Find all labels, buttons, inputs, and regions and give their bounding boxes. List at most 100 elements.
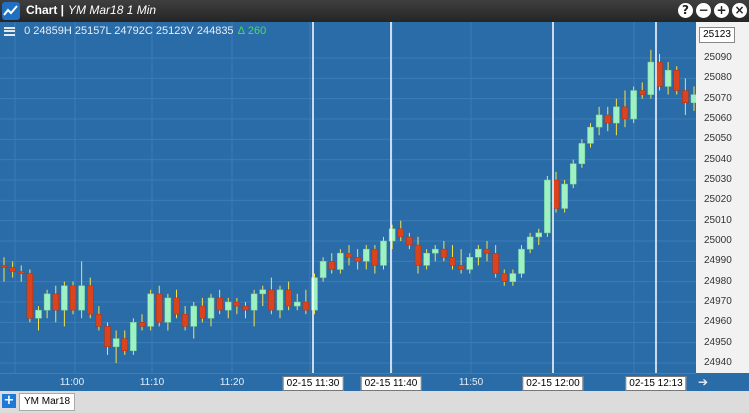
- candle-down: [216, 297, 223, 311]
- price-tick-label: 25000: [704, 235, 732, 246]
- candle-down: [682, 90, 689, 103]
- candle-up: [561, 183, 568, 209]
- legend-high: 24859H: [33, 25, 72, 37]
- candle-down: [233, 301, 241, 307]
- candle-up: [544, 179, 551, 234]
- window-titlebar: Chart | YM Mar18 1 Min ? − + ×: [0, 0, 749, 22]
- candle-up: [43, 293, 51, 311]
- close-button[interactable]: ×: [732, 3, 747, 18]
- candle-down: [440, 248, 448, 258]
- price-axis[interactable]: [696, 22, 749, 373]
- scroll-right-icon[interactable]: ➔: [698, 375, 709, 389]
- candle-up: [380, 240, 387, 266]
- candle-down: [199, 305, 206, 319]
- window-symbol: YM Mar18 1 Min: [68, 3, 157, 17]
- candle-up: [432, 248, 439, 254]
- time-tick-label: 11:00: [59, 377, 85, 388]
- candle-up: [225, 301, 232, 311]
- candle-down: [397, 228, 404, 238]
- candle-up: [690, 94, 696, 103]
- candle-down: [406, 236, 413, 246]
- candlestick-chart[interactable]: [0, 22, 696, 373]
- candle-down: [156, 293, 163, 323]
- legend-open: 0: [24, 25, 31, 37]
- minimize-button[interactable]: −: [696, 3, 711, 18]
- time-tick-label: 11:20: [219, 377, 245, 388]
- candle-down: [604, 114, 611, 124]
- legend-change-icon: Δ: [237, 25, 245, 37]
- candle-down: [449, 257, 456, 266]
- legend-volume: 25123V: [155, 25, 194, 37]
- candle-down: [414, 244, 422, 266]
- maximize-button[interactable]: +: [714, 3, 729, 18]
- candle-down: [673, 69, 680, 91]
- candle-down: [639, 90, 646, 95]
- candle-down: [9, 267, 16, 272]
- candle-down: [656, 61, 663, 87]
- candle-up: [526, 236, 534, 250]
- candle-up: [294, 301, 301, 307]
- candle-up: [164, 297, 172, 323]
- legend-close: 24792C: [114, 25, 153, 37]
- candle-down: [0, 265, 8, 268]
- candle-up: [630, 90, 637, 120]
- candle-down: [483, 248, 491, 254]
- candle-up: [61, 285, 68, 311]
- candle-up: [319, 261, 327, 278]
- price-tick-label: 25090: [704, 52, 732, 63]
- time-cursor-badge: 02-15 11:40: [360, 376, 422, 391]
- ohlc-legend: 0 24859H 25157L 24792C 25123V 244835 Δ 260: [4, 25, 266, 37]
- price-tick-label: 25040: [704, 153, 732, 165]
- time-axis[interactable]: [0, 373, 696, 392]
- candle-down: [371, 248, 379, 266]
- candle-down: [121, 338, 128, 352]
- candle-down: [69, 285, 77, 311]
- candle-up: [423, 252, 430, 266]
- candle-down: [104, 326, 111, 347]
- chart-app-icon: [2, 2, 20, 20]
- candle-up: [475, 248, 482, 258]
- price-tick-label: 25010: [704, 214, 732, 226]
- add-tab-button[interactable]: +: [2, 393, 16, 408]
- tab-ym-mar18[interactable]: YM Mar18: [19, 393, 76, 411]
- price-tick-label: 24950: [704, 336, 732, 348]
- candle-down: [173, 297, 180, 315]
- candle-up: [535, 232, 542, 238]
- candle-up: [250, 293, 258, 311]
- price-tick-label: 24960: [704, 316, 732, 328]
- legend-change: 260: [247, 25, 267, 37]
- candle-up: [35, 309, 42, 319]
- time-cursor-badge: 02-15 12:13: [625, 376, 687, 391]
- menu-icon[interactable]: [4, 26, 15, 36]
- candle-down: [621, 106, 629, 120]
- window-title: Chart | YM Mar18 1 Min: [26, 3, 157, 17]
- candle-up: [259, 289, 266, 295]
- candle-up: [509, 273, 517, 282]
- chart-plot-area[interactable]: [0, 22, 696, 373]
- price-tick-label: 25060: [704, 113, 732, 124]
- axis-corner: [696, 373, 749, 391]
- candle-up: [147, 293, 154, 327]
- candle-up: [578, 143, 586, 164]
- candle-down: [492, 252, 499, 274]
- help-button[interactable]: ?: [678, 3, 693, 18]
- candle-up: [570, 163, 577, 185]
- price-tick-label: 25020: [704, 194, 732, 206]
- tab-bar: + YM Mar18: [0, 391, 749, 413]
- price-tick-label: 24940: [704, 357, 732, 368]
- candle-down: [501, 273, 508, 282]
- candle-up: [587, 126, 594, 144]
- candle-down: [345, 252, 353, 258]
- time-cursor-badge: 02-15 12:00: [522, 376, 584, 391]
- candle-up: [130, 322, 137, 352]
- candle-up: [466, 257, 473, 270]
- candle-up: [518, 248, 525, 274]
- candle-up: [388, 228, 396, 242]
- candle-up: [78, 285, 85, 311]
- candle-down: [302, 301, 310, 311]
- candle-up: [190, 305, 197, 327]
- candle-up: [112, 338, 120, 347]
- candle-down: [52, 293, 59, 311]
- candle-up: [595, 114, 603, 128]
- legend-last: 244835: [196, 25, 234, 37]
